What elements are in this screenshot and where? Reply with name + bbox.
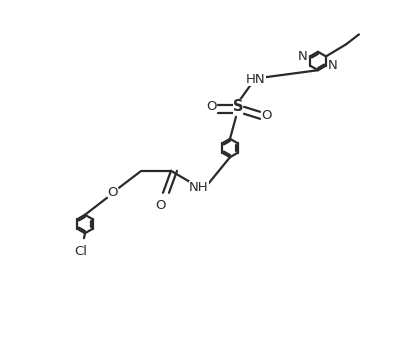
Text: O: O: [156, 199, 166, 212]
Text: O: O: [207, 100, 217, 113]
Text: S: S: [233, 99, 243, 114]
Text: O: O: [261, 109, 271, 122]
Text: N: N: [328, 59, 338, 72]
Text: O: O: [108, 186, 118, 199]
Text: Cl: Cl: [74, 245, 87, 258]
Text: NH: NH: [189, 181, 209, 194]
Text: N: N: [297, 50, 307, 63]
Text: HN: HN: [246, 73, 266, 86]
